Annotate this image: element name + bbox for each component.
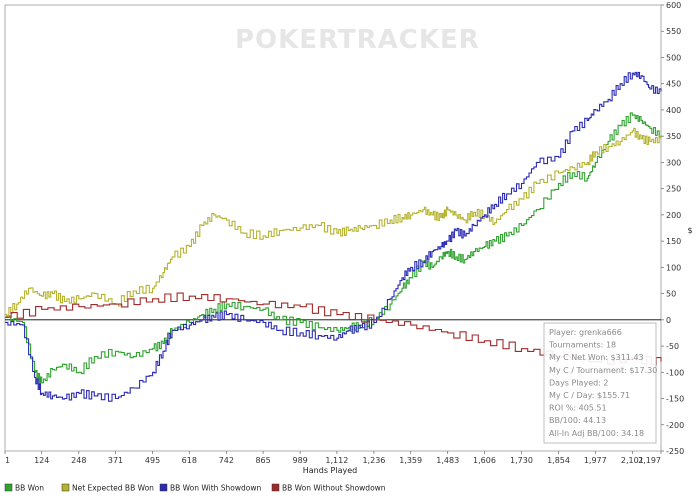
- legend-entry: BB Won With Showdown: [170, 484, 262, 493]
- y-tick-label: 500: [666, 53, 681, 62]
- stats-line: My C Net Won: $311.43: [549, 353, 644, 362]
- series-line-net-expected-bb-won: [5, 127, 662, 317]
- stats-line: Tournaments: 18: [548, 341, 616, 350]
- stats-lines: Player: grenka666 Tournaments: 18 My C Net…: [548, 328, 657, 438]
- x-tick-label: 618: [182, 456, 197, 465]
- x-tick-label: 742: [219, 456, 234, 465]
- stats-line: BB/100: 44.13: [549, 416, 606, 425]
- y-tick-label: 300: [666, 158, 681, 167]
- stats-line: My C / Tournament: $17.30: [549, 366, 657, 375]
- y-tick-label: 0: [666, 316, 671, 325]
- legend-swatch: [271, 483, 280, 492]
- x-tick-label: 1,730: [510, 456, 533, 465]
- x-tick-label: 371: [108, 456, 123, 465]
- watermark: POKERTRACKER: [235, 25, 480, 55]
- x-tick-label: 989: [292, 456, 307, 465]
- x-tick-label: 1,483: [436, 456, 459, 465]
- stats-line: ROI %: 405.51: [549, 404, 607, 413]
- legend: BB Won Net Expected BB Won BB Won With Sho…: [4, 483, 386, 493]
- y-axis-ticks: 600550500450400350300250200150100500-50-…: [661, 1, 684, 456]
- x-tick-label: 1: [5, 456, 10, 465]
- legend-entry: BB Won Without Showdown: [282, 484, 386, 493]
- y-tick-label: 600: [666, 1, 681, 10]
- legend-entry: Net Expected BB Won: [72, 484, 154, 493]
- x-tick-label: 1,606: [473, 456, 496, 465]
- x-tick-label: 2,101: [621, 456, 644, 465]
- x-axis-ticks: 1 124 248 371 495 618 742 865 989 1,112 1,236 1,359…: [4, 451, 662, 465]
- x-tick-label: 495: [145, 456, 160, 465]
- y-tick-label: -250: [666, 447, 684, 456]
- y-tick-label: 150: [666, 237, 681, 246]
- series-line-bb-won-with-showdown: [5, 71, 662, 402]
- stats-line: Days Played: 2: [549, 378, 609, 387]
- legend-swatch: [61, 483, 70, 492]
- y-tick-label: 450: [666, 80, 681, 89]
- stats-line: All-In Adj BB/100: 34.18: [549, 429, 644, 438]
- x-tick-label: 865: [255, 456, 270, 465]
- legend-swatch: [4, 483, 13, 492]
- y-tick-label: 350: [666, 132, 681, 141]
- stats-line: My C / Day: $155.71: [549, 391, 630, 400]
- y-tick-label: 250: [666, 185, 681, 194]
- y-tick-label: -50: [666, 342, 679, 351]
- y-tick-label: 550: [666, 27, 681, 36]
- x-tick-label: 1,977: [584, 456, 607, 465]
- x-axis-label: Hands Played: [303, 466, 357, 475]
- stats-box: Player: grenka666 Tournaments: 18 My C Net…: [543, 322, 657, 444]
- x-tick-label: 1,359: [399, 456, 422, 465]
- stats-box-frame: [543, 322, 657, 444]
- x-tick-label: 2,197: [638, 456, 661, 465]
- y-tick-label: -100: [666, 368, 684, 377]
- y-tick-label: -200: [666, 421, 684, 430]
- legend-entry: BB Won: [15, 484, 44, 493]
- x-tick-label: 1,112: [325, 456, 348, 465]
- stats-line: Player: grenka666: [549, 328, 622, 337]
- x-tick-label: 1,854: [547, 456, 570, 465]
- x-tick-label: 1,236: [362, 456, 385, 465]
- y-tick-label: 200: [666, 211, 681, 220]
- y-tick-label: 400: [666, 106, 681, 115]
- y-tick-label: 50: [666, 290, 676, 299]
- legend-swatch: [159, 483, 168, 492]
- y-tick-label: -150: [666, 395, 684, 404]
- x-tick-label: 124: [34, 456, 49, 465]
- y-tick-label: 100: [666, 263, 681, 272]
- y-axis-label: $: [687, 226, 692, 235]
- x-tick-label: 248: [71, 456, 86, 465]
